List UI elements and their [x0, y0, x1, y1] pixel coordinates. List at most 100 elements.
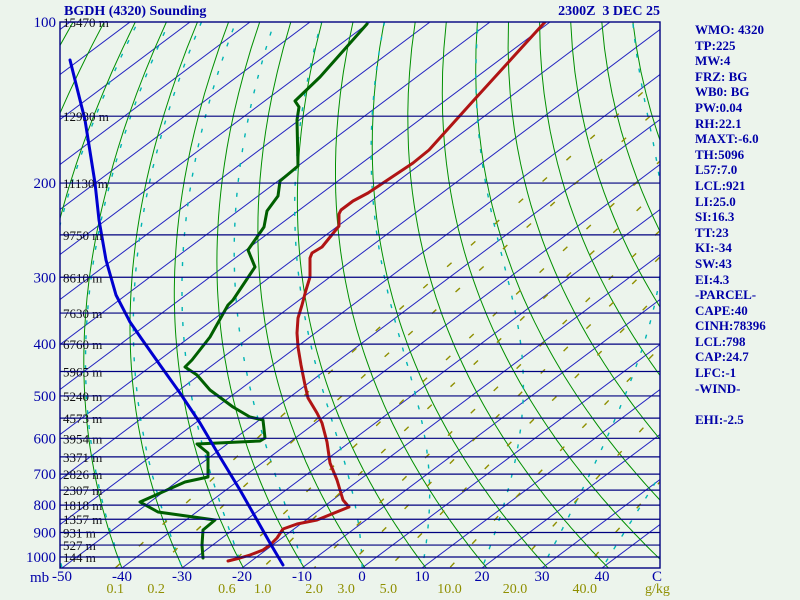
isotherm-line: [60, 22, 611, 436]
moist-adiabat-line: [84, 22, 170, 568]
dry-adiabat-line: [539, 22, 660, 377]
pressure-tick-label: 700: [34, 467, 57, 483]
temp-tick-label: -30: [172, 569, 192, 585]
temp-tick-label: 40: [595, 569, 610, 585]
moist-adiabat-line: [294, 22, 363, 568]
pressure-tick-label: 600: [34, 431, 57, 447]
dry-adiabat-line: [441, 22, 660, 560]
plot-frame: [59, 21, 661, 569]
panel-line: WB0: BG: [695, 84, 750, 100]
pressure-tick-label: 900: [34, 526, 57, 542]
pressure-tick-label: 100: [34, 15, 57, 31]
dry-adiabat-line: [335, 22, 488, 568]
isotherm-line: [361, 343, 660, 568]
temp-axis-unit: C: [652, 569, 662, 585]
panel-line: TT:23: [695, 224, 729, 240]
dry-adiabat-lines: [60, 22, 660, 568]
moist-adiabat-line: [181, 22, 243, 568]
panel-line: LFC:-1: [695, 365, 737, 381]
panel-line: PW:0.04: [695, 99, 743, 115]
mixing-ratio-line: [155, 106, 660, 568]
isotherm-line: [60, 22, 491, 346]
temp-tick-label: 10: [415, 569, 430, 585]
isotherm-line: [241, 253, 660, 568]
panel-line: -PARCEL-: [695, 287, 757, 303]
dry-adiabat-line: [407, 22, 609, 568]
mixing-ratio-tick-label: 0.6: [218, 582, 236, 597]
temp-tick-label: 20: [475, 569, 490, 585]
panel-line: RH:22.1: [695, 115, 742, 131]
panel-line: LCL:921: [695, 177, 746, 193]
temp-tick-label: -10: [292, 569, 312, 585]
pressure-tick-label: 500: [34, 389, 57, 405]
moist-adiabat-lines: [60, 22, 660, 568]
temp-tick-label: -40: [112, 569, 132, 585]
mixing-ratio-tick-label: 1.0: [254, 582, 272, 597]
mixing-ratio-tick-label: 40.0: [573, 582, 598, 597]
mixing-ratio-tick-label: 2.0: [305, 582, 323, 597]
mixing-ratio-tick-label: 10.0: [437, 582, 462, 597]
isotherm-line: [61, 118, 660, 568]
panel-line: TH:5096: [695, 146, 745, 162]
dry-adiabat-line: [257, 22, 366, 568]
pressure-axis-unit: mb: [30, 570, 49, 586]
panel-line: L57:7.0: [695, 162, 738, 178]
isotherm-line: [60, 22, 311, 211]
mixing-ratio-tick-label: 20.0: [503, 582, 528, 597]
mixing-ratio-line: [114, 76, 660, 568]
panel-line: LCL:798: [695, 333, 746, 349]
dry-adiabat-line: [570, 22, 660, 308]
panel-line: MAXT:-6.0: [695, 131, 759, 147]
panel-line: SI:16.3: [695, 209, 735, 225]
plot-area: [60, 22, 660, 568]
mixing-ratio-lines: [114, 76, 660, 568]
panel-line: EHI:-2.5: [695, 411, 744, 427]
isotherm-line: [421, 388, 660, 568]
temp-tick-label: 30: [535, 569, 550, 585]
mixing-ratio-line: [345, 256, 660, 568]
chart-datetime: 2300Z 3 DEC 25: [558, 4, 660, 19]
dry-adiabat-line: [371, 22, 548, 568]
panel-line: -WIND-: [695, 380, 741, 396]
mixing-ratio-tick-label: 0.2: [147, 582, 165, 597]
isotherm-line: [121, 163, 660, 568]
panel-line: LI:25.0: [695, 193, 736, 209]
pressure-gridlines: [60, 115, 660, 558]
isotherm-line: [60, 22, 191, 121]
dry-adiabat-line: [296, 22, 427, 568]
isotherm-line: [181, 208, 660, 568]
pressure-tick-label: 800: [34, 498, 57, 514]
panel-line: MW:4: [695, 53, 731, 69]
isotherm-lines: [60, 22, 660, 568]
isotherm-line: [60, 22, 371, 256]
mixing-ratio-tick-labels: 0.1 0.2 0.6 1.0 2.0 3.0 5.0 10.0 20.0 40.0: [106, 582, 597, 597]
pressure-tick-label: 200: [34, 176, 57, 192]
isotherm-line: [60, 22, 551, 391]
panel-line: CAP:24.7: [695, 349, 749, 365]
panel-line: [695, 396, 766, 412]
mixing-ratio-tick-label: 5.0: [380, 582, 398, 597]
mixing-axis-unit: g/kg: [645, 582, 670, 597]
dry-adiabat-line: [475, 22, 660, 501]
temperature-curve: [226, 22, 547, 563]
panel-line: KI:-34: [695, 240, 732, 256]
isotherm-line: [60, 22, 251, 166]
isotherm-line: [481, 433, 660, 568]
moist-adiabat-line: [475, 22, 525, 568]
moist-adiabat-line: [541, 22, 660, 568]
panel-line: EI:4.3: [695, 271, 730, 287]
pressure-tick-label: 300: [34, 270, 57, 286]
dry-adiabat-line: [129, 22, 198, 568]
dry-adiabat-line: [507, 22, 660, 440]
mixing-ratio-line: [584, 480, 660, 568]
panel-line: TP:225: [695, 37, 736, 53]
mixing-ratio-tick-label: 3.0: [337, 582, 355, 597]
mixing-ratio-line: [262, 188, 660, 568]
mixing-ratio-line: [514, 408, 660, 568]
temp-tick-labels: -50 -40 -30 -20 -10 0 10 20 30 40: [52, 569, 610, 585]
temp-tick-label: 0: [358, 569, 366, 585]
isotherm-line: [301, 298, 660, 568]
